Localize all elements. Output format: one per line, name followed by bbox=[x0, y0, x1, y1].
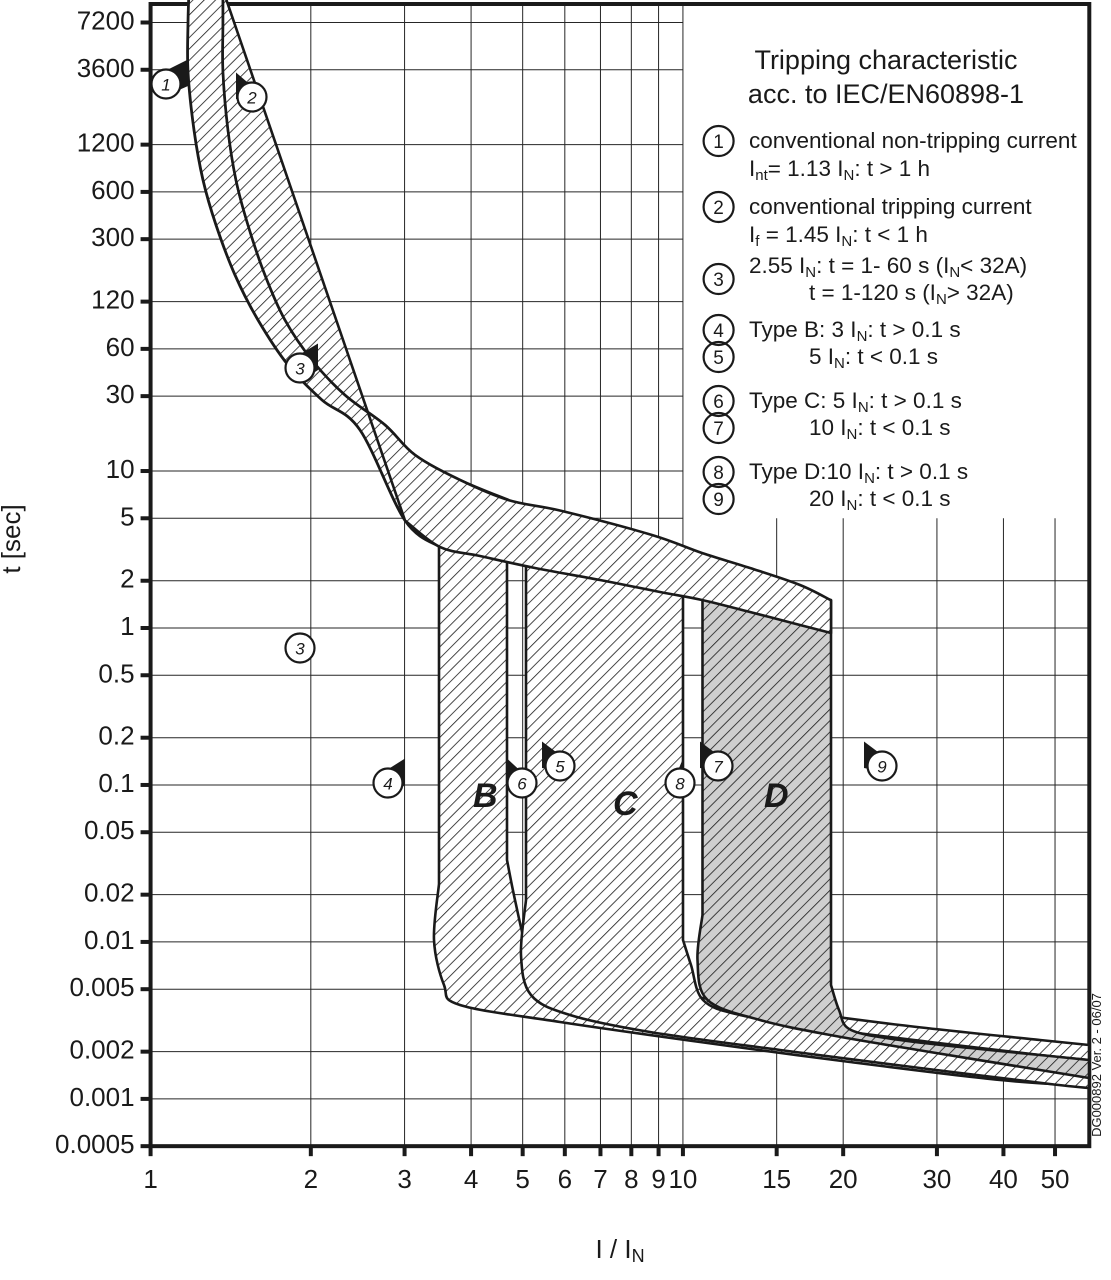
svg-text:4: 4 bbox=[383, 775, 392, 794]
svg-text:5 IN: t < 0.1 s: 5 IN: t < 0.1 s bbox=[809, 344, 938, 372]
svg-text:5: 5 bbox=[120, 501, 134, 531]
svg-text:7: 7 bbox=[593, 1164, 607, 1194]
svg-text:30: 30 bbox=[922, 1164, 951, 1194]
svg-text:Type C: 5 IN: t > 0.1 s: Type C: 5 IN: t > 0.1 s bbox=[749, 388, 962, 416]
svg-text:10 IN: t < 0.1 s: 10 IN: t < 0.1 s bbox=[809, 415, 951, 443]
svg-text:7: 7 bbox=[713, 419, 724, 440]
svg-text:8: 8 bbox=[713, 463, 724, 484]
svg-text:Type D:10 IN: t > 0.1 s: Type D:10 IN: t > 0.1 s bbox=[749, 459, 968, 487]
svg-text:8: 8 bbox=[624, 1164, 638, 1194]
svg-text:conventional non-tripping curr: conventional non-tripping current bbox=[749, 128, 1077, 153]
svg-text:3600: 3600 bbox=[77, 53, 135, 83]
svg-text:2: 2 bbox=[246, 89, 257, 108]
svg-text:10: 10 bbox=[668, 1164, 697, 1194]
svg-text:0.002: 0.002 bbox=[69, 1035, 134, 1065]
svg-text:20 IN: t < 0.1 s: 20 IN: t < 0.1 s bbox=[809, 486, 951, 514]
svg-text:Type B: 3 IN: t > 0.1 s: Type B: 3 IN: t > 0.1 s bbox=[749, 317, 961, 345]
svg-text:120: 120 bbox=[91, 285, 134, 315]
svg-text:300: 300 bbox=[91, 222, 134, 252]
svg-text:t [sec]: t [sec] bbox=[0, 504, 26, 573]
svg-text:0.005: 0.005 bbox=[69, 972, 134, 1002]
svg-text:3: 3 bbox=[295, 360, 305, 379]
svg-text:0.1: 0.1 bbox=[98, 768, 134, 798]
svg-text:If = 1.45 IN: t < 1 h: If = 1.45 IN: t < 1 h bbox=[749, 222, 928, 250]
svg-text:0.5: 0.5 bbox=[98, 658, 134, 688]
svg-text:20: 20 bbox=[829, 1164, 858, 1194]
svg-text:2: 2 bbox=[304, 1164, 318, 1194]
svg-text:2: 2 bbox=[120, 564, 134, 594]
svg-text:acc. to IEC/EN60898-1: acc. to IEC/EN60898-1 bbox=[748, 79, 1024, 109]
svg-text:15: 15 bbox=[762, 1164, 791, 1194]
svg-text:40: 40 bbox=[989, 1164, 1018, 1194]
svg-text:0.05: 0.05 bbox=[84, 815, 135, 845]
svg-text:B: B bbox=[473, 777, 498, 815]
svg-text:Int= 1.13 IN: t > 1 h: Int= 1.13 IN: t > 1 h bbox=[749, 156, 930, 184]
svg-text:0.2: 0.2 bbox=[98, 721, 134, 751]
svg-text:4: 4 bbox=[464, 1164, 478, 1194]
svg-text:5: 5 bbox=[713, 348, 724, 369]
svg-text:3: 3 bbox=[295, 640, 305, 659]
svg-text:0.01: 0.01 bbox=[84, 925, 135, 955]
svg-text:0.001: 0.001 bbox=[69, 1082, 134, 1112]
svg-text:D: D bbox=[764, 777, 789, 815]
svg-text:3: 3 bbox=[713, 270, 724, 291]
svg-text:3: 3 bbox=[397, 1164, 411, 1194]
svg-text:t = 1-120 s (IN> 32A): t = 1-120 s (IN> 32A) bbox=[809, 280, 1014, 308]
svg-text:50: 50 bbox=[1041, 1164, 1070, 1194]
svg-text:2.55 IN: t = 1- 60 s (IN< 32A): 2.55 IN: t = 1- 60 s (IN< 32A) bbox=[749, 253, 1027, 281]
svg-text:9: 9 bbox=[713, 490, 724, 511]
svg-text:1: 1 bbox=[161, 76, 170, 95]
svg-text:0.0005: 0.0005 bbox=[55, 1129, 135, 1159]
svg-text:5: 5 bbox=[555, 758, 565, 777]
svg-text:4: 4 bbox=[713, 321, 724, 342]
svg-text:1200: 1200 bbox=[77, 128, 135, 158]
svg-text:10: 10 bbox=[106, 454, 135, 484]
svg-text:1: 1 bbox=[143, 1164, 157, 1194]
svg-text:60: 60 bbox=[106, 332, 135, 362]
svg-text:5: 5 bbox=[515, 1164, 529, 1194]
svg-text:600: 600 bbox=[91, 175, 134, 205]
svg-text:Tripping characteristic: Tripping characteristic bbox=[754, 45, 1017, 75]
svg-text:6: 6 bbox=[558, 1164, 572, 1194]
svg-text:9: 9 bbox=[877, 758, 887, 777]
svg-text:6: 6 bbox=[713, 392, 724, 413]
svg-text:2: 2 bbox=[713, 198, 724, 219]
svg-text:7: 7 bbox=[713, 758, 723, 777]
svg-text:DG000892 Ver. 2 - 06/07: DG000892 Ver. 2 - 06/07 bbox=[1089, 993, 1104, 1137]
svg-text:9: 9 bbox=[651, 1164, 665, 1194]
svg-text:1: 1 bbox=[713, 132, 724, 153]
svg-text:1: 1 bbox=[120, 611, 134, 641]
svg-text:conventional tripping current: conventional tripping current bbox=[749, 194, 1032, 219]
svg-text:8: 8 bbox=[675, 775, 685, 794]
svg-text:C: C bbox=[613, 785, 638, 823]
svg-text:6: 6 bbox=[517, 775, 527, 794]
svg-text:30: 30 bbox=[106, 379, 135, 409]
svg-text:7200: 7200 bbox=[77, 6, 135, 36]
svg-text:0.02: 0.02 bbox=[84, 878, 135, 908]
